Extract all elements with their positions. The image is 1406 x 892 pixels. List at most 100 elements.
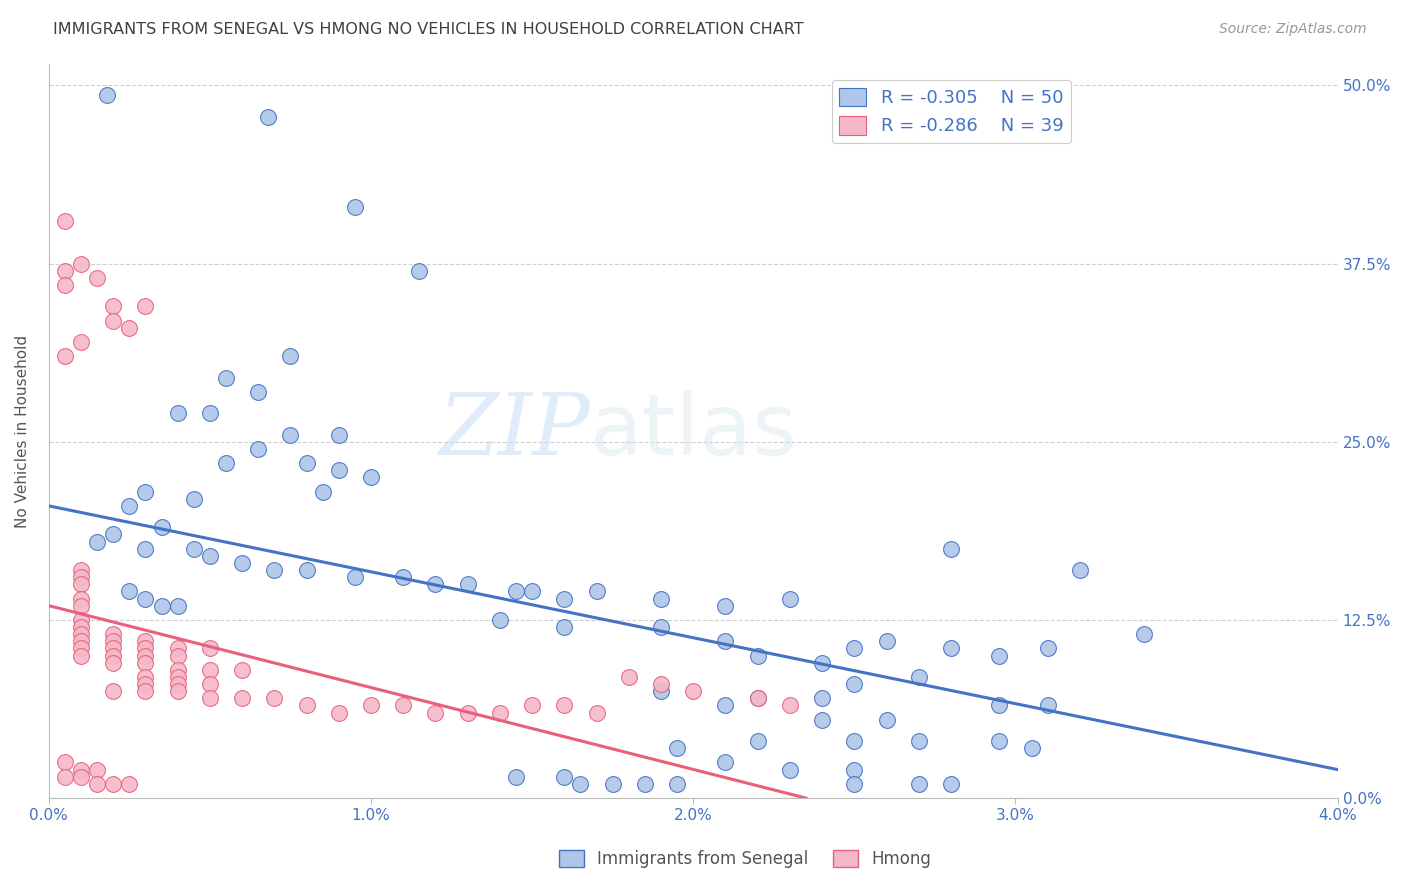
Point [876,713,898,727]
Point [520,698,543,713]
Point [134,299,156,313]
Point [553,698,575,713]
Point [70,563,93,577]
Point [939,641,962,656]
Point [844,763,866,777]
Point [166,406,188,420]
Point [328,463,350,477]
Point [134,648,156,663]
Point [103,313,125,327]
Point [263,563,285,577]
Legend: R = -0.305    N = 50, R = -0.286    N = 39: R = -0.305 N = 50, R = -0.286 N = 39 [832,80,1071,143]
Point [198,691,221,706]
Point [53,214,76,228]
Point [103,641,125,656]
Point [295,698,318,713]
Point [553,620,575,634]
Point [70,763,93,777]
Point [682,684,704,698]
Point [1069,563,1091,577]
Point [53,263,76,277]
Point [103,684,125,698]
Point [714,599,737,613]
Point [747,648,769,663]
Point [907,670,929,684]
Text: Source: ZipAtlas.com: Source: ZipAtlas.com [1219,22,1367,37]
Point [134,670,156,684]
Point [779,591,801,606]
Point [86,270,108,285]
Point [520,584,543,599]
Point [166,599,188,613]
Point [166,663,188,677]
Point [70,627,93,641]
Point [295,456,318,470]
Point [666,777,689,791]
Point [617,670,640,684]
Point [70,591,93,606]
Point [103,634,125,648]
Point [150,520,173,534]
Point [844,777,866,791]
Point [844,641,866,656]
Point [779,698,801,713]
Point [134,591,156,606]
Point [988,698,1011,713]
Point [811,691,834,706]
Point [134,484,156,499]
Point [714,634,737,648]
Point [666,741,689,756]
Point [166,648,188,663]
Point [907,777,929,791]
Point [392,698,415,713]
Point [134,677,156,691]
Point [70,641,93,656]
Point [183,541,205,556]
Point [650,591,672,606]
Point [328,706,350,720]
Point [134,641,156,656]
Point [198,641,221,656]
Point [166,677,188,691]
Point [70,648,93,663]
Point [650,684,672,698]
Point [1021,741,1043,756]
Point [747,691,769,706]
Point [53,277,76,292]
Y-axis label: No Vehicles in Household: No Vehicles in Household [15,334,30,528]
Point [280,427,302,442]
Point [939,541,962,556]
Point [103,627,125,641]
Point [70,577,93,591]
Point [1036,641,1059,656]
Point [70,334,93,349]
Point [257,110,280,124]
Point [408,263,430,277]
Point [70,770,93,784]
Point [988,734,1011,748]
Point [86,763,108,777]
Point [650,677,672,691]
Point [457,577,479,591]
Point [198,549,221,563]
Legend: Immigrants from Senegal, Hmong: Immigrants from Senegal, Hmong [553,843,938,875]
Point [103,777,125,791]
Point [425,577,447,591]
Point [714,698,737,713]
Point [134,541,156,556]
Point [634,777,657,791]
Point [1036,698,1059,713]
Point [103,299,125,313]
Point [134,684,156,698]
Point [166,684,188,698]
Point [53,349,76,363]
Point [231,556,253,570]
Point [939,777,962,791]
Point [343,570,366,584]
Point [1133,627,1156,641]
Point [118,777,141,791]
Point [70,570,93,584]
Point [343,200,366,214]
Point [907,734,929,748]
Point [198,677,221,691]
